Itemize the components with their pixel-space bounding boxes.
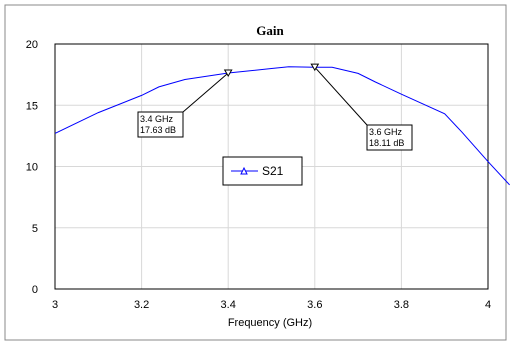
marker-value-label: 17.63 dB — [140, 125, 176, 135]
y-tick-label: 0 — [32, 284, 38, 296]
x-tick-label: 3.2 — [134, 299, 149, 311]
legend-swatch-triangle-icon — [240, 166, 248, 175]
y-tick-label: 20 — [26, 39, 38, 51]
y-tick-label: 10 — [26, 162, 38, 174]
marker-label-box — [366, 124, 413, 151]
x-tick-label: 4 — [485, 299, 491, 311]
marker-label-box — [137, 111, 184, 138]
marker-leader-line — [314, 66, 368, 126]
marker-frequency-label: 3.4 GHz — [140, 114, 174, 124]
y-tick-label: 5 — [32, 223, 38, 235]
x-axis-label: Frequency (GHz) — [228, 317, 312, 329]
x-tick-label: 3.4 — [221, 299, 236, 311]
marker-triangle — [310, 63, 320, 72]
marker-value-label: 18.11 dB — [369, 138, 404, 148]
legend-label: S21 — [262, 164, 284, 178]
chart-title: Gain — [256, 23, 284, 38]
x-tick-label: 3.6 — [307, 299, 322, 311]
legend: S21 — [222, 156, 303, 186]
marker-frequency-label: 3.6 GHz — [369, 127, 403, 137]
plot-area — [54, 43, 489, 290]
x-tick-label: 3 — [52, 299, 58, 311]
x-tick-label: 3.8 — [394, 299, 409, 311]
marker-triangle — [223, 69, 233, 78]
marker-leader-line — [182, 72, 229, 113]
y-tick-label: 15 — [26, 100, 38, 112]
